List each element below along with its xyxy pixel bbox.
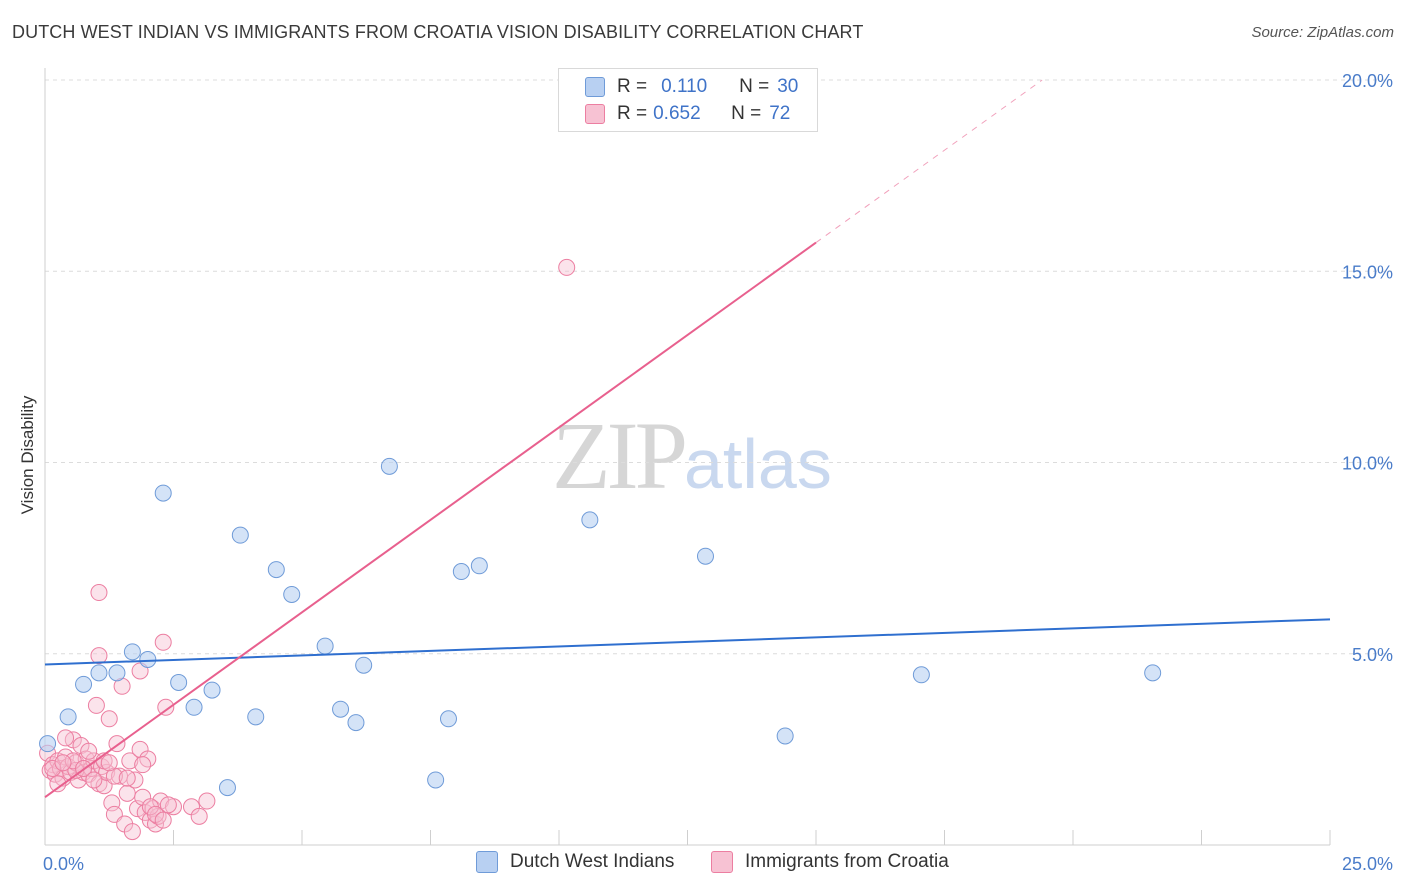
croatia-point — [85, 771, 103, 789]
legend-row-immigrants-from-croatia: R = 0.652 N = 72 — [585, 101, 790, 127]
dutch-west-indian-point — [283, 585, 301, 603]
dutch-west-indian-point — [39, 735, 57, 753]
watermark-zip: ZIP — [552, 402, 688, 509]
dutch-west-indian-point — [267, 561, 285, 579]
chart-title: DUTCH WEST INDIAN VS IMMIGRANTS FROM CRO… — [12, 22, 864, 42]
legend-n-label: N = — [739, 76, 770, 97]
bottom-legend-label: Dutch West Indians — [510, 851, 675, 872]
dutch-west-indian-point — [776, 727, 794, 745]
dutch-west-indian-point — [247, 708, 265, 726]
croatia-point — [80, 742, 98, 760]
y-tick-label: 15.0% — [1342, 262, 1393, 282]
stats-legend: R = 0.110 N = 30 R = 0.652 N = 72 — [558, 68, 818, 132]
croatia-point — [44, 760, 62, 777]
croatia-point — [105, 767, 123, 785]
y-tick-label: 5.0% — [1352, 645, 1393, 665]
croatia-point — [157, 698, 175, 716]
croatia-point — [558, 258, 576, 276]
dutch-west-indian-point — [452, 563, 470, 581]
legend-r-value: 0.110 — [661, 76, 708, 97]
dutch-west-indian-point — [316, 637, 334, 655]
dutch-west-indian-point — [355, 656, 373, 674]
chart-source: Source: ZipAtlas.com — [1251, 24, 1394, 41]
croatia-trendline-extension — [815, 79, 1043, 243]
dutch-west-indian-point — [347, 714, 365, 732]
dutch-west-indian-point — [59, 708, 77, 726]
legend-r-label: R = — [617, 76, 648, 97]
dutch-west-indians-trendline — [44, 618, 1331, 666]
bottom-legend-swatch-blue — [476, 851, 498, 873]
bottom-legend-swatch-pink — [711, 851, 733, 873]
dutch-west-indian-point — [154, 484, 172, 502]
bottom-legend-label: Immigrants from Croatia — [745, 851, 949, 872]
croatia-point — [198, 792, 216, 810]
dutch-west-indian-point — [185, 698, 203, 716]
dutch-west-indian-point — [170, 673, 188, 691]
x-tick-label: 25.0% — [1342, 854, 1393, 874]
dutch-west-indian-point — [470, 557, 488, 575]
croatia-point — [90, 584, 108, 602]
dutch-west-indian-point — [231, 526, 249, 544]
dutch-west-indian-point — [1144, 664, 1162, 682]
legend-row-dutch-west-indians: R = 0.110 N = 30 — [585, 74, 798, 100]
legend-swatch-pink — [585, 104, 605, 124]
legend-n-label: N = — [731, 103, 762, 124]
dutch-west-indian-point — [332, 700, 350, 718]
y-tick-label: 10.0% — [1342, 454, 1393, 474]
watermark: ZIPatlas — [552, 400, 832, 511]
dutch-west-indian-point — [427, 771, 445, 789]
dutch-west-indian-point — [123, 643, 141, 661]
croatia-point — [49, 775, 67, 793]
croatia-point — [134, 756, 152, 774]
croatia-point — [123, 823, 141, 841]
croatia-point — [190, 807, 208, 825]
dutch-west-indian-point — [439, 710, 457, 728]
dutch-west-indian-point — [75, 675, 93, 693]
croatia-point — [118, 769, 136, 787]
croatia-trendline — [44, 241, 817, 798]
croatia-point — [54, 754, 72, 772]
y-tick-label: 20.0% — [1342, 71, 1393, 91]
dutch-west-indian-point — [90, 664, 108, 682]
croatia-point — [121, 752, 139, 770]
bottom-legend-dutch-west-indians: Dutch West Indians — [476, 851, 674, 873]
dutch-west-indian-point — [203, 681, 221, 699]
croatia-point — [100, 754, 118, 772]
dutch-west-indian-point — [108, 664, 126, 682]
croatia-point — [159, 796, 177, 814]
dutch-west-indian-point — [581, 511, 599, 529]
dutch-west-indian-point — [218, 779, 236, 797]
croatia-point — [90, 647, 108, 665]
croatia-point — [57, 729, 75, 747]
croatia-point — [154, 811, 172, 829]
dutch-west-indian-point — [696, 547, 714, 565]
croatia-point — [100, 710, 118, 728]
legend-n-value: 30 — [777, 76, 799, 97]
bottom-legend-immigrants-from-croatia: Immigrants from Croatia — [711, 851, 949, 873]
legend-n-value: 72 — [769, 103, 791, 124]
croatia-point — [154, 633, 172, 651]
watermark-atlas: atlas — [684, 425, 832, 503]
croatia-point — [87, 696, 105, 714]
dutch-west-indian-point — [139, 650, 157, 668]
legend-r-value: 0.652 — [653, 103, 701, 124]
dutch-west-indian-point — [912, 666, 930, 684]
dutch-west-indian-point — [380, 457, 398, 475]
x-tick-label: 0.0% — [43, 854, 84, 874]
legend-swatch-blue — [585, 77, 605, 97]
legend-r-label: R = — [617, 103, 648, 124]
